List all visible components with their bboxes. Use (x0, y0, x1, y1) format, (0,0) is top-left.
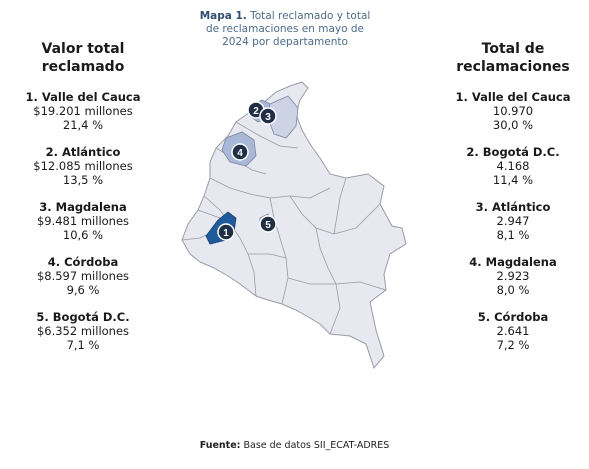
rank-name: 1. Valle del Cauca (455, 90, 571, 104)
svg-text:2: 2 (253, 106, 259, 117)
rank-name: 5. Bogotá D.C. (36, 310, 130, 324)
rank-percent: 7,1 % (66, 338, 100, 352)
rank-value: $9.481 millones (36, 214, 130, 228)
right-rank-item: 2. Bogotá D.C. 4.168 11,4 % (438, 145, 588, 187)
left-column-title: Valor total reclamado (41, 41, 125, 75)
rank-name: 3. Atlántico (475, 200, 551, 214)
right-rank-item: 5. Córdoba 2.641 7,2 % (438, 310, 588, 352)
left-ranking-column: Valor total reclamado 1. Valle del Cauca… (8, 40, 158, 365)
map-title-label: Mapa 1. (199, 10, 247, 22)
rank-percent: 30,0 % (492, 118, 534, 132)
rank-percent: 10,6 % (62, 228, 104, 242)
left-rank-item: 3. Magdalena $9.481 millones 10,6 % (8, 200, 158, 242)
rank-name: 4. Córdoba (47, 255, 119, 269)
map-title: Mapa 1. Total reclamado y total de recla… (196, 10, 374, 49)
right-rank-item: 3. Atlántico 2.947 8,1 % (438, 200, 588, 242)
left-rank-item: 2. Atlántico $12.085 millones 13,5 % (8, 145, 158, 187)
right-rank-item: 1. Valle del Cauca 10.970 30,0 % (438, 90, 588, 132)
rank-name: 2. Atlántico (45, 145, 121, 159)
map-marker-4: 4 (231, 143, 249, 161)
rank-percent: 8,1 % (496, 228, 530, 242)
map-marker-1: 1 (217, 223, 235, 241)
left-rank-item: 1. Valle del Cauca $19.201 millones 21,4… (8, 90, 158, 132)
map-marker-3: 3 (259, 107, 277, 125)
map-title-text: Total reclamado y total de reclamaciones… (205, 10, 371, 48)
rank-value: 2.923 (496, 269, 530, 283)
svg-text:1: 1 (223, 228, 229, 239)
rank-name: 2. Bogotá D.C. (466, 145, 560, 159)
rank-value: 4.168 (496, 159, 530, 173)
rank-name: 1. Valle del Cauca (25, 90, 141, 104)
rank-percent: 21,4 % (62, 118, 104, 132)
rank-name: 4. Magdalena (469, 255, 557, 269)
rank-percent: 8,0 % (496, 283, 530, 297)
colombia-map: 1 2 3 4 5 (170, 78, 410, 378)
svg-text:5: 5 (265, 220, 271, 231)
svg-text:3: 3 (265, 112, 271, 123)
rank-name: 3. Magdalena (39, 200, 127, 214)
left-rank-item: 4. Córdoba $8.597 millones 9,6 % (8, 255, 158, 297)
rank-percent: 7,2 % (496, 338, 530, 352)
rank-value: $6.352 millones (36, 324, 130, 338)
rank-value: $19.201 millones (33, 104, 133, 118)
rank-value: 2.641 (496, 324, 530, 338)
rank-value: $8.597 millones (36, 269, 130, 283)
rank-value: 2.947 (496, 214, 530, 228)
rank-value: 10.970 (492, 104, 534, 118)
map-marker-5: 5 (259, 215, 277, 233)
rank-name: 5. Córdoba (477, 310, 549, 324)
right-ranking-column: Total de reclamaciones 1. Valle del Cauc… (438, 40, 588, 365)
colombia-map-svg: 1 2 3 4 5 (181, 81, 407, 370)
rank-percent: 9,6 % (66, 283, 100, 297)
rank-value: $12.085 millones (33, 159, 133, 173)
rank-percent: 11,4 % (492, 173, 534, 187)
svg-text:4: 4 (237, 148, 243, 159)
right-column-title: Total de reclamaciones (456, 41, 570, 75)
source-text: Base de datos SII_ECAT-ADRES (243, 440, 390, 451)
source-label: Fuente: (199, 440, 241, 451)
rank-percent: 13,5 % (62, 173, 104, 187)
right-rank-item: 4. Magdalena 2.923 8,0 % (438, 255, 588, 297)
source-note: Fuente: Base de datos SII_ECAT-ADRES (0, 440, 589, 451)
left-rank-item: 5. Bogotá D.C. $6.352 millones 7,1 % (8, 310, 158, 352)
department-boundaries (181, 121, 387, 335)
